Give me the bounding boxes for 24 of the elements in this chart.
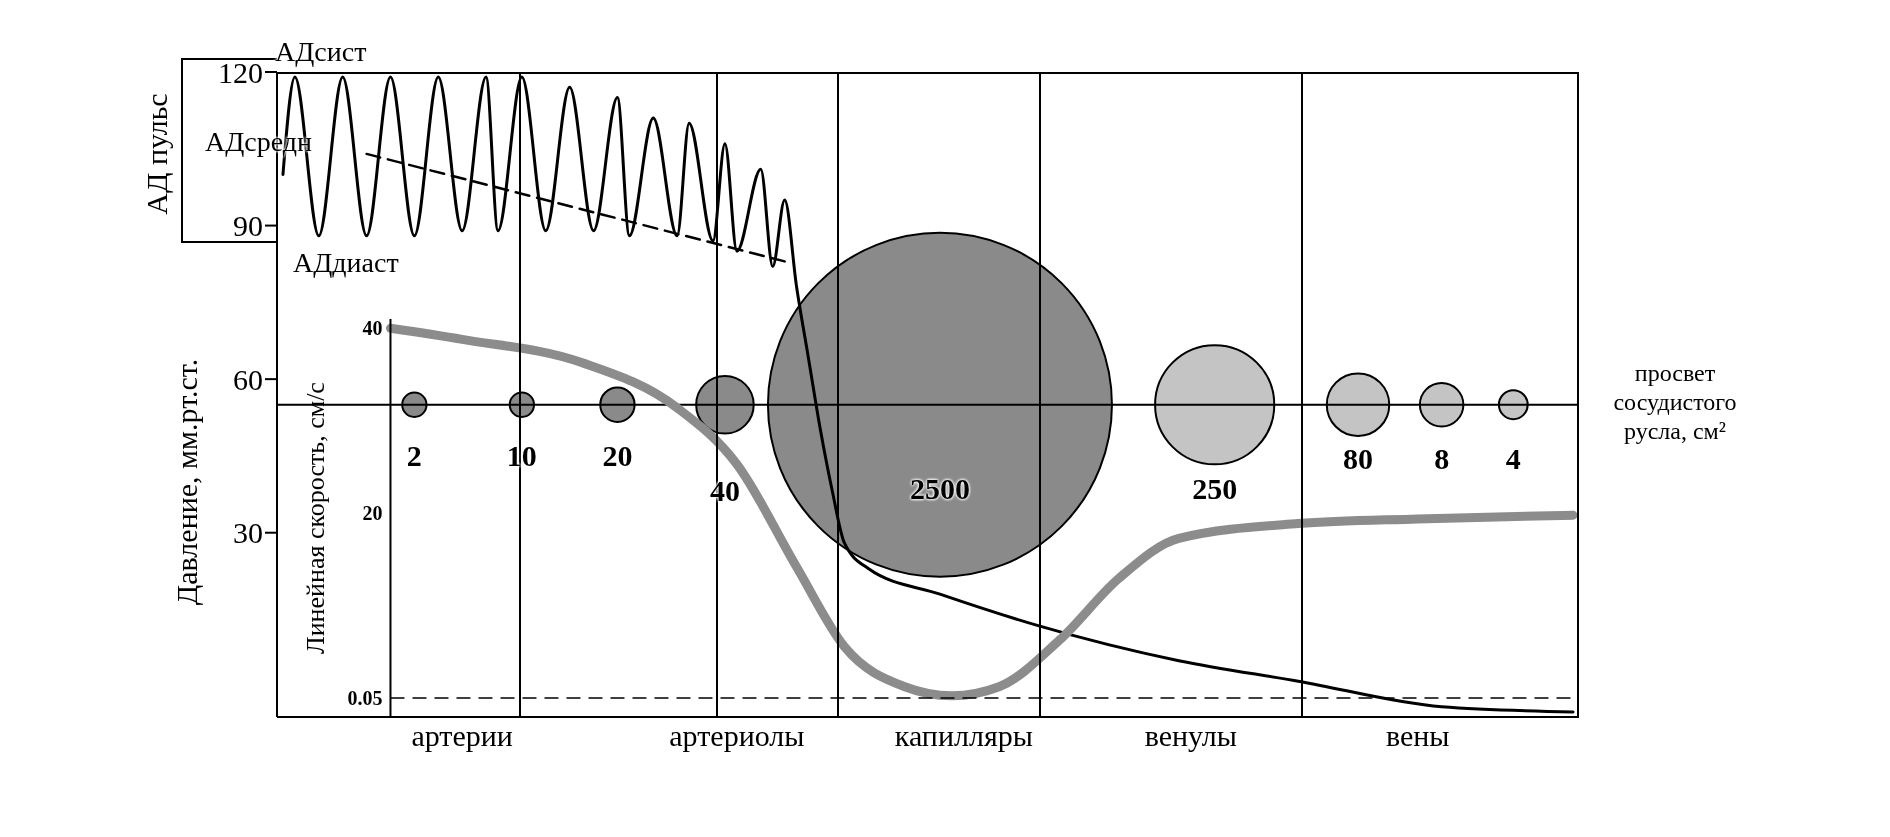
x-tick-label: вены bbox=[1385, 719, 1450, 753]
x-tick-label: венулы bbox=[1144, 719, 1237, 753]
x-tick-label: артерии bbox=[411, 719, 513, 753]
annotation: 4 bbox=[1505, 441, 1521, 476]
annotation: 2 bbox=[406, 438, 422, 473]
y-axis-title: Давление, мм.рт.ст. bbox=[170, 358, 204, 606]
y-tick-label: 90 bbox=[233, 209, 263, 243]
text: АДсист bbox=[275, 36, 367, 68]
annotation: 8 bbox=[1434, 441, 1450, 476]
annotation: 250 bbox=[1192, 471, 1238, 506]
annotation: АДдиаст bbox=[293, 247, 399, 279]
y2-tick-label: 0.05 bbox=[347, 687, 383, 710]
annotation: 20 bbox=[602, 438, 633, 473]
y-tick-label: 120 bbox=[218, 55, 263, 89]
y-tick-label: 60 bbox=[233, 362, 263, 396]
x-tick-label: капилляры bbox=[894, 719, 1033, 753]
ref-line-label: просвет сосудистого русла, см² bbox=[1613, 359, 1737, 444]
annotation: 2500 bbox=[909, 471, 970, 506]
annotation: 80 bbox=[1343, 441, 1374, 476]
text: АД пульс bbox=[140, 93, 174, 215]
y2-tick-label: 20 bbox=[362, 502, 383, 525]
y2-tick-label: 40 bbox=[362, 317, 383, 340]
x-tick-label: артериолы bbox=[669, 719, 805, 753]
y-tick-label: 30 bbox=[233, 516, 263, 550]
